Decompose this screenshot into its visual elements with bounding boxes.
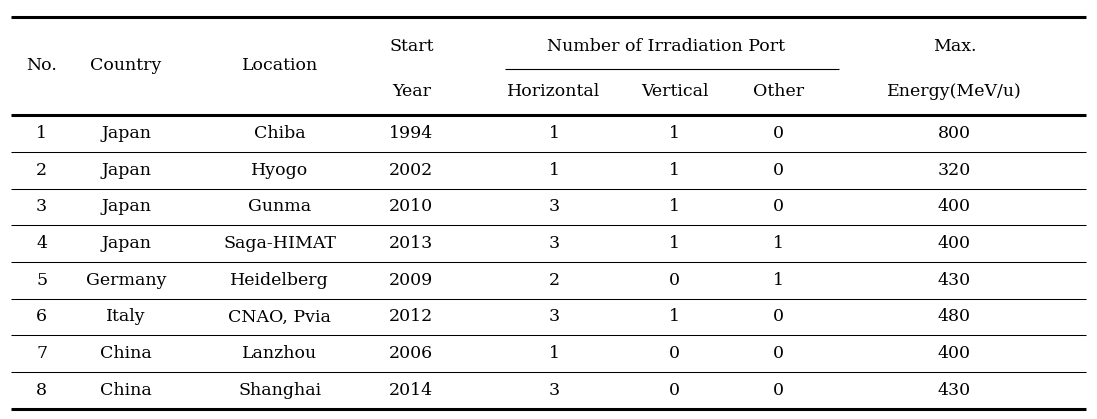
Text: 1: 1: [669, 308, 680, 326]
Text: Chiba: Chiba: [253, 125, 306, 142]
Text: 3: 3: [548, 308, 559, 326]
Text: 3: 3: [36, 198, 47, 215]
Text: 2: 2: [548, 272, 559, 289]
Text: 1: 1: [773, 235, 784, 252]
Text: Max.: Max.: [932, 38, 976, 55]
Text: 430: 430: [938, 272, 971, 289]
Text: Italy: Italy: [106, 308, 146, 326]
Text: 400: 400: [938, 198, 971, 215]
Text: 2002: 2002: [389, 162, 433, 179]
Text: 2013: 2013: [389, 235, 433, 252]
Text: China: China: [100, 382, 152, 399]
Text: 0: 0: [773, 382, 784, 399]
Text: 2: 2: [36, 162, 47, 179]
Text: Start: Start: [389, 38, 433, 55]
Text: 2012: 2012: [389, 308, 433, 326]
Text: Country: Country: [90, 57, 162, 75]
Text: Germany: Germany: [86, 272, 167, 289]
Text: 0: 0: [773, 125, 784, 142]
Text: 2014: 2014: [389, 382, 433, 399]
Text: 2009: 2009: [389, 272, 433, 289]
Text: No.: No.: [26, 57, 57, 75]
Text: Saga-HIMAT: Saga-HIMAT: [224, 235, 336, 252]
Text: 6: 6: [36, 308, 47, 326]
Text: 400: 400: [938, 235, 971, 252]
Text: 480: 480: [938, 308, 971, 326]
Text: 4: 4: [36, 235, 47, 252]
Text: 3: 3: [548, 235, 559, 252]
Text: Year: Year: [392, 83, 431, 100]
Text: CNAO, Pvia: CNAO, Pvia: [228, 308, 331, 326]
Text: Japan: Japan: [101, 235, 151, 252]
Text: 320: 320: [938, 162, 971, 179]
Text: 0: 0: [773, 162, 784, 179]
Text: 430: 430: [938, 382, 971, 399]
Text: 3: 3: [548, 382, 559, 399]
Text: Number of Irradiation Port: Number of Irradiation Port: [547, 38, 785, 55]
Text: Vertical: Vertical: [641, 83, 709, 100]
Text: 0: 0: [773, 308, 784, 326]
Text: Horizontal: Horizontal: [507, 83, 601, 100]
Text: 1: 1: [669, 198, 680, 215]
Text: Hyogo: Hyogo: [251, 162, 308, 179]
Text: 5: 5: [36, 272, 47, 289]
Text: 3: 3: [548, 198, 559, 215]
Text: China: China: [100, 345, 152, 362]
Text: 1: 1: [548, 345, 559, 362]
Text: 0: 0: [669, 345, 680, 362]
Text: 1: 1: [669, 235, 680, 252]
Text: 1: 1: [669, 162, 680, 179]
Text: Heidelberg: Heidelberg: [230, 272, 329, 289]
Text: Location: Location: [241, 57, 318, 75]
Text: 1: 1: [669, 125, 680, 142]
Text: Japan: Japan: [101, 125, 151, 142]
Text: 2010: 2010: [389, 198, 433, 215]
Text: Japan: Japan: [101, 198, 151, 215]
Text: 1: 1: [36, 125, 47, 142]
Text: 800: 800: [938, 125, 971, 142]
Text: 0: 0: [773, 345, 784, 362]
Text: Energy(MeV/u): Energy(MeV/u): [887, 83, 1021, 100]
Text: 0: 0: [773, 198, 784, 215]
Text: Shanghai: Shanghai: [238, 382, 321, 399]
Text: 1: 1: [773, 272, 784, 289]
Text: 0: 0: [669, 272, 680, 289]
Text: 1994: 1994: [389, 125, 433, 142]
Text: Lanzhou: Lanzhou: [242, 345, 317, 362]
Text: 0: 0: [669, 382, 680, 399]
Text: 1: 1: [548, 162, 559, 179]
Text: Other: Other: [754, 83, 804, 100]
Text: 7: 7: [36, 345, 47, 362]
Text: 400: 400: [938, 345, 971, 362]
Text: Gunma: Gunma: [248, 198, 312, 215]
Text: 8: 8: [36, 382, 47, 399]
Text: 2006: 2006: [389, 345, 433, 362]
Text: 1: 1: [548, 125, 559, 142]
Text: Japan: Japan: [101, 162, 151, 179]
